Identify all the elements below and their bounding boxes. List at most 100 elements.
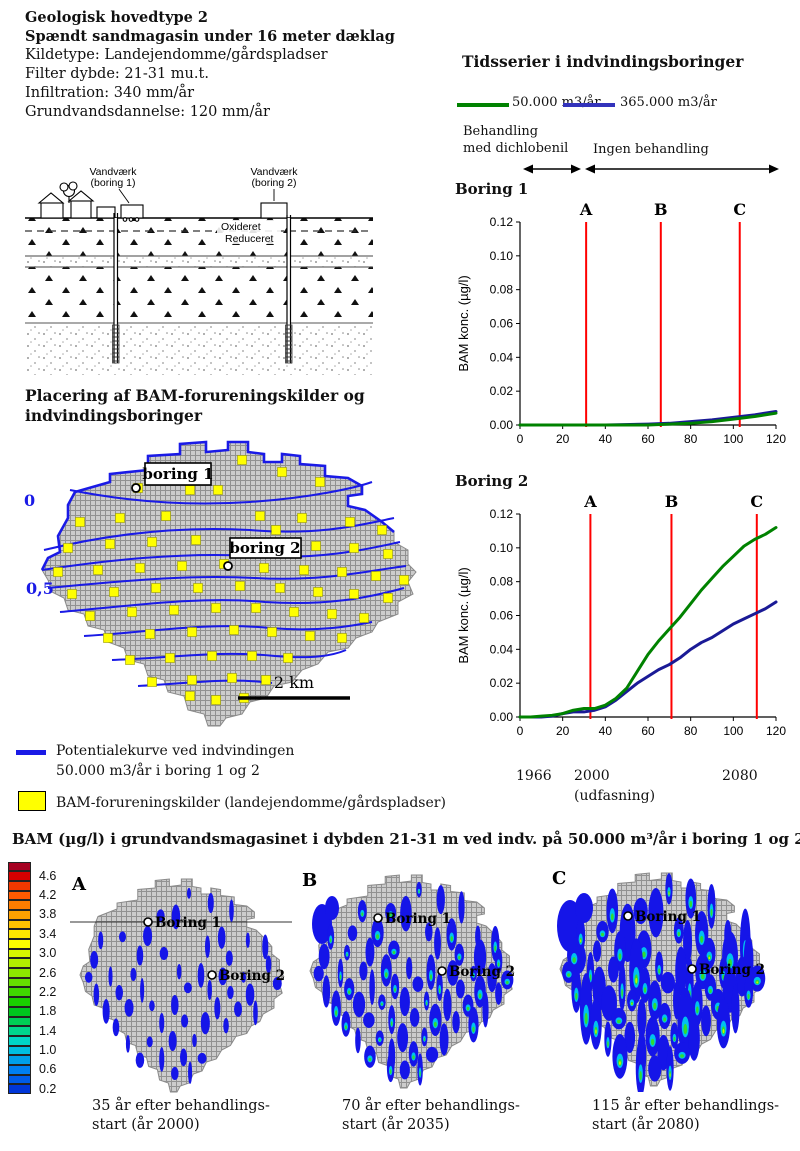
geology-detail-1: Kildetype: Landejendomme/gårdspladser (25, 47, 328, 63)
bam-source-square (275, 583, 285, 593)
plume (369, 969, 375, 1006)
x-tick-label: 120 (766, 724, 786, 738)
plume (90, 950, 99, 969)
scale-row: 1.8 (8, 1005, 56, 1017)
scale-color-cell (8, 1035, 31, 1046)
boring-1-map-label: boring 1 (142, 465, 213, 483)
plume (124, 998, 134, 1017)
scale-color-cell (8, 968, 31, 978)
geology-title-1: Geologisk hovedtype 2 (25, 9, 208, 26)
bam-source-square (103, 633, 113, 643)
scale-color-cell (8, 861, 31, 872)
plume (487, 963, 497, 993)
plume-core-green (378, 1039, 381, 1042)
x-tick-label: 120 (766, 432, 786, 446)
geology-detail-3: Infiltration: 340 mm/år (25, 85, 195, 101)
plume-core-yellow (635, 978, 638, 984)
plume (365, 937, 375, 967)
panel-letter: A (71, 874, 87, 895)
bam-source-square (177, 561, 187, 571)
plume (217, 926, 226, 949)
plume (262, 934, 269, 960)
plume (240, 971, 247, 983)
bam-source-square (187, 627, 197, 637)
scale-color-cell (8, 939, 31, 949)
plume-core-green (466, 1006, 470, 1011)
map-border-contour (40, 440, 395, 571)
plume-core-green (384, 972, 388, 978)
y-axis-title: BAM konc. (µg/l) (456, 567, 471, 663)
scale-color-cell (8, 1084, 31, 1094)
plume-west-lobe (325, 896, 339, 920)
scale-row (8, 900, 56, 911)
plume-core-green (450, 936, 453, 942)
plume-core-green (680, 1054, 684, 1058)
plume-core-green (663, 1017, 667, 1022)
treatment-label-line-1: Behandling (463, 124, 539, 139)
plume-core-green (689, 900, 693, 908)
plume-core-green (673, 1036, 676, 1042)
plume-core-green (710, 908, 713, 916)
boring-1-box (144, 462, 212, 486)
scale-value-label: 4.2 (39, 888, 57, 903)
concentration-color-scale: 4.6 4.2 3.8 3.4 3.0 2.6 2.2 1.8 1.4 1.0 0.6 0.2 (8, 861, 57, 1096)
plume (135, 1052, 145, 1068)
plume (125, 1034, 130, 1053)
potential-contour-line (43, 517, 395, 551)
plume-core-green (621, 988, 623, 997)
plume-core-green (361, 912, 364, 916)
scale-value-label: 1.4 (39, 1023, 57, 1038)
plume (455, 979, 465, 999)
map-heading-line-2: indvindingsboringer (25, 406, 203, 425)
plume-core-green (639, 1071, 642, 1081)
bam-source-square (377, 525, 387, 535)
scale-row (8, 861, 56, 872)
geology-detail-4: Grundvandsdannelse: 120 mm/år (25, 104, 270, 120)
plume (363, 1012, 375, 1028)
waterworks-2-label-2: (boring 2) (252, 177, 297, 189)
bam-source-square (151, 583, 161, 593)
potential-curve-legend: Potentialekurve ved indvindingen 50.000 … (56, 741, 294, 781)
scenario-marker-letter: A (579, 200, 593, 219)
plume (352, 991, 366, 1018)
chart-2-title: Boring 2 (455, 472, 529, 490)
plume (146, 1036, 153, 1048)
bam-source-square (305, 631, 315, 641)
plume (495, 982, 502, 1005)
geology-detail-2: Filter dybde: 21-31 mu.t. (25, 66, 209, 82)
plume-core-green (335, 1010, 338, 1016)
bam-source-square (75, 517, 85, 527)
x-tick-label: 20 (556, 432, 570, 446)
boring-2-map-label: boring 2 (229, 539, 300, 557)
plume-core-green (497, 962, 500, 967)
plume-map-svg: A Boring 1 Boring 2 (70, 874, 292, 1093)
panel-letter: B (302, 870, 317, 891)
bam-source-square (53, 567, 63, 577)
y-axis-title: BAM konc. (µg/l) (456, 275, 471, 371)
scale-value-label: 0.2 (39, 1081, 57, 1096)
bam-source-square (383, 593, 393, 603)
plume-core-green (567, 973, 571, 977)
caption-A-line-1: 35 år efter behandlings- (92, 1098, 270, 1114)
plume (265, 955, 272, 974)
bam-source-square (283, 653, 293, 663)
plume-core-green (412, 1055, 415, 1060)
plume (188, 1061, 193, 1084)
caption-C-line-2: start (år 2080) (592, 1117, 700, 1133)
plume-core-green (658, 968, 661, 974)
scale-row: 0.2 (8, 1081, 57, 1096)
plume (159, 1047, 165, 1072)
bam-source-square (349, 543, 359, 553)
plume-core-green (419, 1071, 421, 1077)
plume (347, 925, 358, 941)
bam-source-square (109, 587, 119, 597)
bam-source-square (237, 455, 247, 465)
boring-2-well-marker (223, 561, 233, 571)
plume-core-green (610, 913, 614, 921)
scale-row (8, 1016, 56, 1027)
potential-contour-line (111, 649, 347, 661)
plume (245, 932, 250, 948)
map-heading-line-1: Placering af BAM-forureningskilder og (25, 386, 365, 405)
plume (425, 922, 433, 942)
potential-legend-line-1: Potentialekurve ved indvindingen (56, 743, 295, 759)
